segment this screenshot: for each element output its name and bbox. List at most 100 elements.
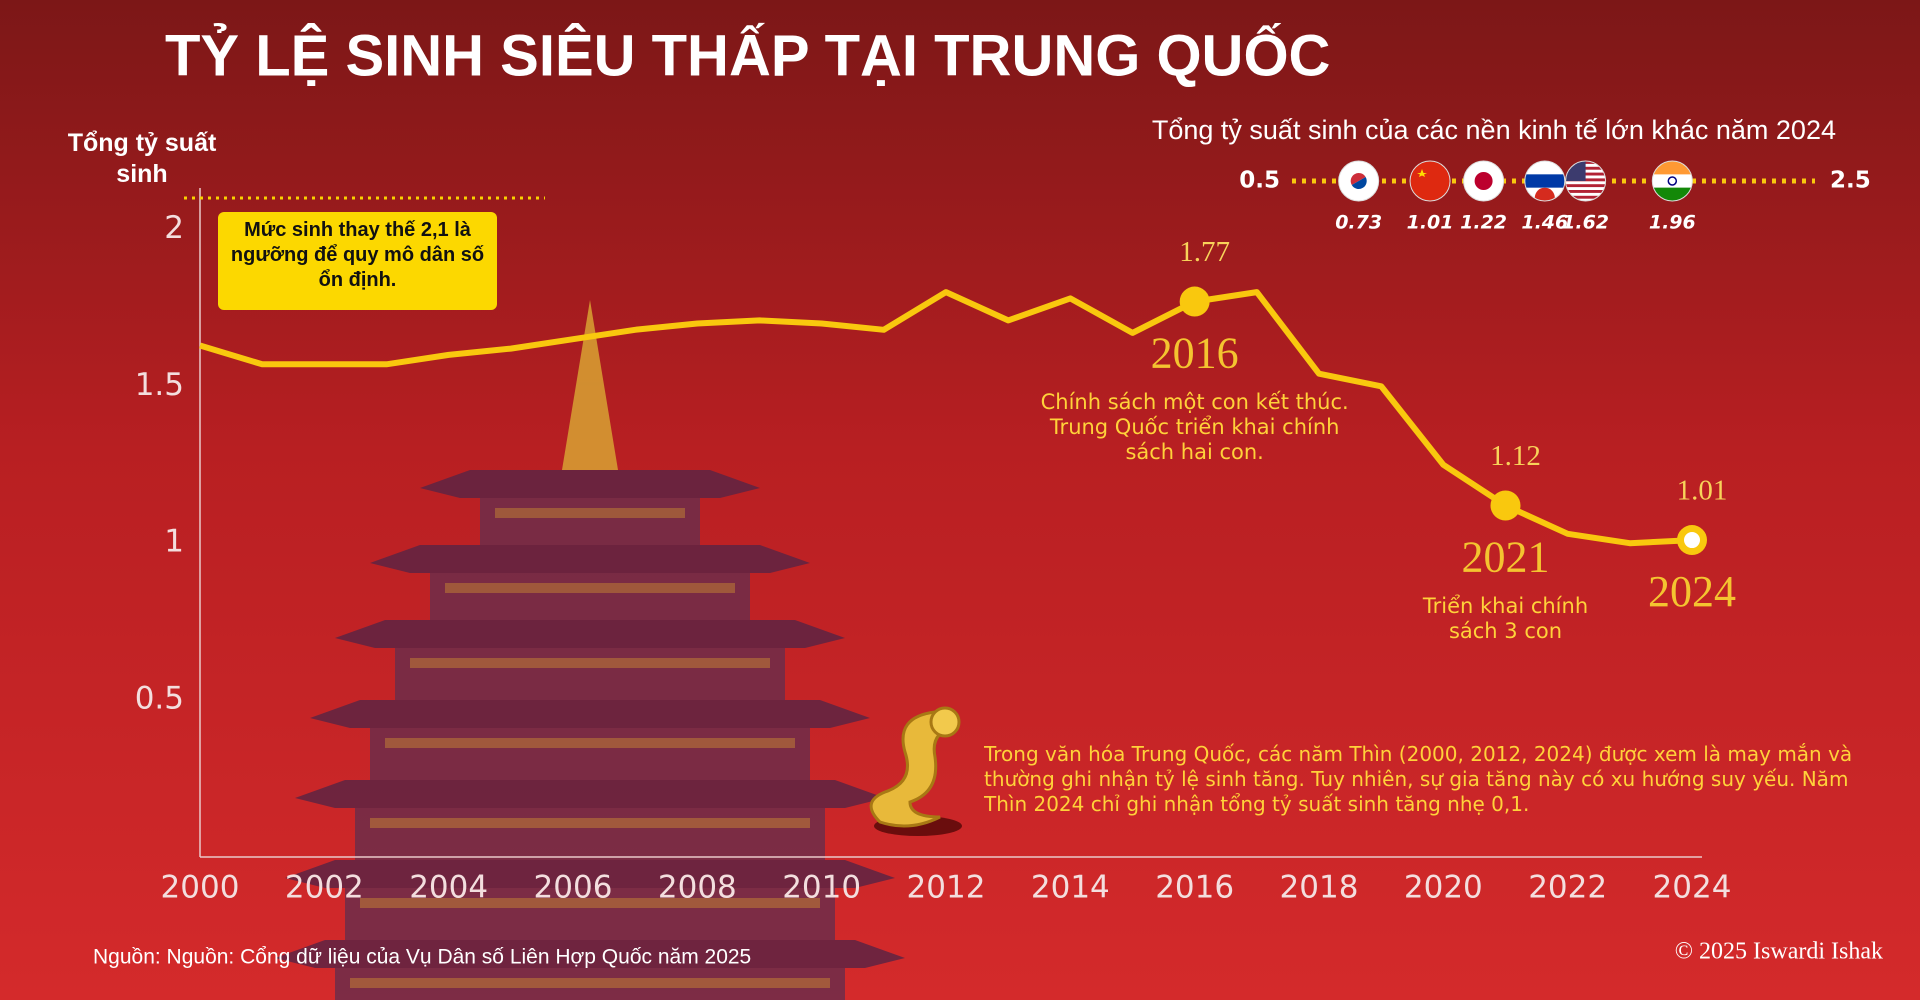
pagoda-rail bbox=[410, 658, 770, 668]
flag-ring bbox=[1463, 160, 1505, 202]
flag-part bbox=[1351, 177, 1367, 189]
pagoda-rail bbox=[350, 978, 830, 988]
highlight-point bbox=[1490, 490, 1521, 521]
credit: © 2025 Iswardi Ishak bbox=[1675, 939, 1883, 965]
flag-marker bbox=[1463, 161, 1504, 201]
flag-ring bbox=[1524, 160, 1566, 202]
flag-marker bbox=[1338, 161, 1379, 201]
flag-marker bbox=[1652, 161, 1693, 201]
flag-ring bbox=[1565, 160, 1607, 202]
flag-ring bbox=[1651, 160, 1693, 202]
x-tick-label: 2000 bbox=[161, 870, 240, 906]
flag-ring bbox=[1338, 160, 1380, 202]
pagoda-rail bbox=[370, 818, 810, 828]
pagoda-rail bbox=[360, 898, 820, 908]
x-tick-label: 2012 bbox=[907, 870, 986, 906]
spire bbox=[562, 300, 618, 470]
x-tick-label: 2024 bbox=[1653, 870, 1732, 906]
x-tick-label: 2002 bbox=[285, 870, 364, 906]
highlight-note: Triển khai chính sách 3 con bbox=[1422, 593, 1589, 643]
flag-value-label: 1.46 bbox=[1521, 212, 1568, 234]
flag-marker bbox=[1524, 161, 1565, 201]
pagoda-roof bbox=[295, 780, 885, 808]
x-tick-label: 2004 bbox=[409, 870, 488, 906]
flag-part bbox=[1565, 195, 1606, 199]
flag-value-label: 1.62 bbox=[1562, 212, 1609, 234]
strip-max-label: 2.5 bbox=[1830, 168, 1871, 194]
pagoda-illustration bbox=[275, 300, 905, 1000]
pagoda-roof bbox=[370, 545, 810, 573]
flag-value-label: 1.22 bbox=[1460, 212, 1507, 234]
annotation: Trong văn hóa Trung Quốc, các năm Thìn (… bbox=[984, 742, 1853, 816]
flag-part bbox=[1667, 176, 1678, 186]
highlight-year: 2021 bbox=[1462, 533, 1550, 582]
highlight-year: 2024 bbox=[1648, 567, 1736, 616]
x-tick-label: 2014 bbox=[1031, 870, 1110, 906]
pagoda-roof bbox=[420, 470, 760, 498]
pagoda-wall bbox=[430, 573, 750, 620]
pagoda-rail bbox=[445, 583, 735, 593]
dragon-illustration bbox=[869, 706, 962, 836]
highlight-note-wrap: Triển khai chính sách 3 con bbox=[1422, 593, 1589, 643]
highlight-note-wrap: Chính sách một con kết thúc. Trung Quốc … bbox=[1040, 389, 1349, 464]
pagoda-roof bbox=[335, 620, 845, 648]
x-tick-label: 2016 bbox=[1155, 870, 1234, 906]
reference-note-wrap: Mức sinh thay thế 2,1 là ngưỡng để quy m… bbox=[230, 219, 485, 291]
pagoda-wall bbox=[395, 648, 785, 700]
flag-value-label: 1.01 bbox=[1407, 212, 1454, 234]
value-label: 1.01 bbox=[1677, 475, 1728, 507]
flag-value-label: 1.96 bbox=[1649, 212, 1696, 234]
highlight-point-center bbox=[1684, 532, 1700, 549]
x-tick-label: 2010 bbox=[782, 870, 861, 906]
flag-part bbox=[1350, 173, 1366, 185]
x-tick-label: 2018 bbox=[1280, 870, 1359, 906]
value-label: 1.77 bbox=[1179, 236, 1230, 268]
flag-part bbox=[1417, 169, 1427, 177]
pagoda-roof bbox=[275, 940, 905, 968]
flag-marker bbox=[1565, 161, 1606, 201]
highlight-note: Chính sách một con kết thúc. Trung Quốc … bbox=[1040, 389, 1349, 464]
flag-part bbox=[1652, 187, 1693, 201]
pagoda-roof bbox=[310, 700, 870, 728]
y-tick-label: 1 bbox=[164, 524, 184, 560]
y-tick-label: 2 bbox=[164, 210, 184, 246]
flag-part bbox=[1524, 174, 1565, 188]
highlight-year: 2016 bbox=[1151, 329, 1239, 378]
pagoda-wall bbox=[480, 498, 700, 545]
annotation-wrap: Trong văn hóa Trung Quốc, các năm Thìn (… bbox=[984, 742, 1853, 816]
value-label: 1.12 bbox=[1490, 440, 1541, 472]
flag-bg bbox=[1410, 161, 1450, 201]
x-tick-label: 2008 bbox=[658, 870, 737, 906]
x-tick-label: 2022 bbox=[1528, 870, 1607, 906]
y-axis-label-box: Tổng tỷ suất sinh bbox=[67, 129, 217, 188]
pagoda-wall bbox=[355, 808, 825, 860]
y-tick-label: 0.5 bbox=[135, 681, 184, 717]
pagoda-rail bbox=[385, 738, 795, 748]
flag-value-label: 0.73 bbox=[1335, 212, 1382, 234]
chart-title: TỶ LỆ SINH SIÊU THẤP TẠI TRUNG QUỐC bbox=[165, 23, 1330, 88]
y-axis-label: Tổng tỷ suất sinh bbox=[67, 129, 217, 188]
line-series bbox=[199, 289, 1693, 547]
pagoda-rail bbox=[495, 508, 685, 518]
reference-note-box bbox=[218, 212, 497, 310]
pagoda-wall bbox=[345, 888, 835, 940]
flag-marker bbox=[1410, 161, 1450, 201]
reference-note: Mức sinh thay thế 2,1 là ngưỡng để quy m… bbox=[230, 219, 485, 291]
flag-part bbox=[1565, 190, 1606, 193]
x-tick-label: 2006 bbox=[534, 870, 613, 906]
flag-ring bbox=[1409, 160, 1451, 202]
pagoda-wall bbox=[370, 728, 810, 780]
flag-part bbox=[1652, 161, 1693, 175]
strip-min-label: 0.5 bbox=[1239, 168, 1280, 194]
x-tick-label: 2020 bbox=[1404, 870, 1483, 906]
highlight-point bbox=[1179, 286, 1210, 317]
flag-part bbox=[1474, 172, 1493, 190]
comparison-title: Tổng tỷ suất sinh của các nền kinh tế lớ… bbox=[1152, 115, 1836, 145]
pagoda-roof bbox=[285, 860, 895, 888]
flag-part bbox=[1565, 184, 1606, 188]
source: Nguồn: Nguồn: Cổng dữ liệu của Vụ Dân số… bbox=[93, 946, 751, 969]
y-tick-label: 1.5 bbox=[135, 367, 184, 403]
